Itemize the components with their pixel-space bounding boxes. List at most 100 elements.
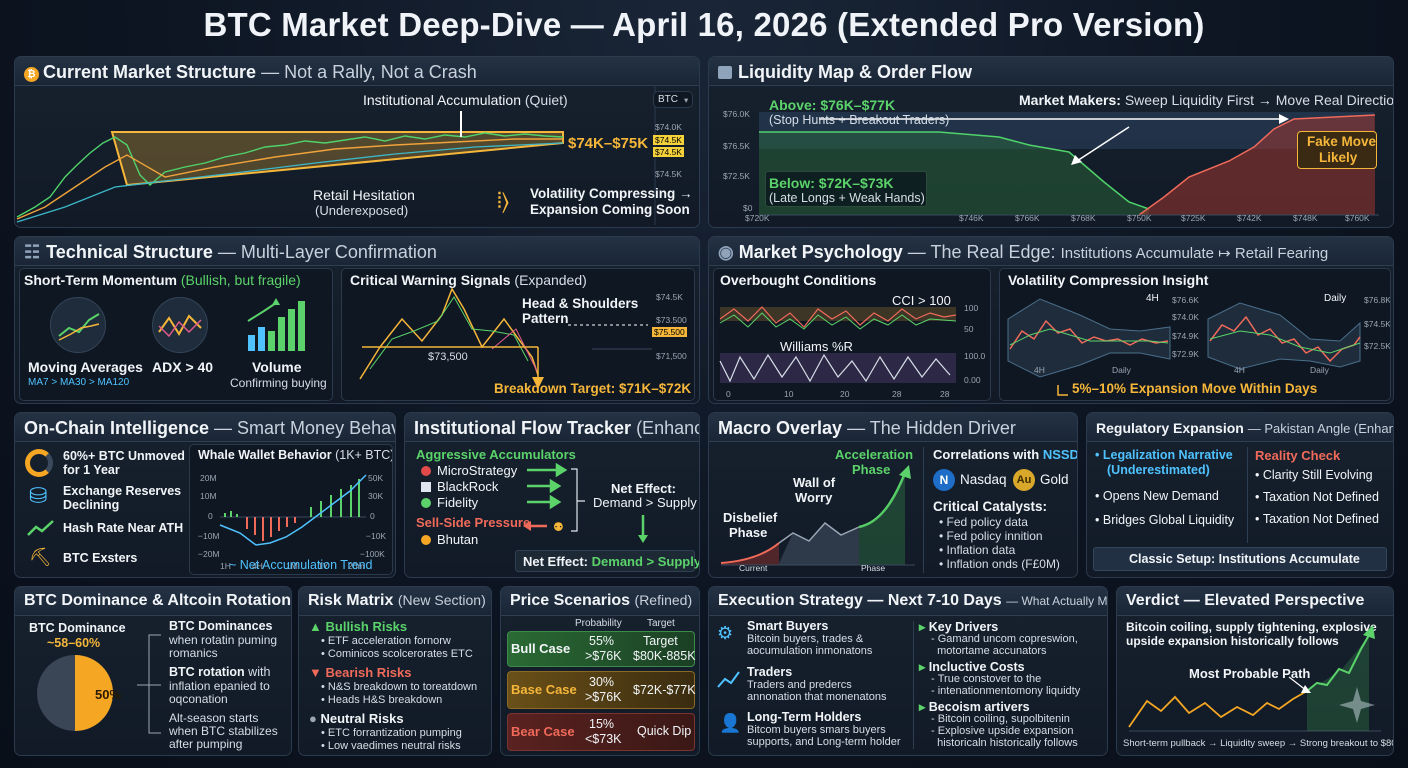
range-label: $74K–$75K [568, 135, 649, 152]
correlations-title: Correlations with NSSD [933, 447, 1077, 462]
panel-technical-structure: ☷ Technical Structure — Multi-Layer Confi… [14, 236, 700, 404]
seller-item: Bhutan [437, 532, 479, 547]
trader-icon [717, 671, 740, 688]
driver-text: historicaln historically follows [931, 737, 1078, 749]
y-tick: $76.0K [723, 109, 750, 119]
left-item: • Bridges Global Liquidity [1095, 513, 1235, 527]
buyer-item: BlackRock [437, 479, 499, 494]
x-tick: 20m [348, 561, 365, 571]
panel-header: ₿ Current Market Structure — Not a Rally,… [15, 57, 699, 86]
axis-tick: 100.0 [964, 351, 986, 361]
neutral-title: ● Neutral Risks [309, 711, 404, 726]
right-item: • Taxation Not Defined [1255, 512, 1379, 526]
liquidity-chart [759, 112, 1379, 216]
risk-item-text: Heads H&S breakdown [327, 694, 443, 706]
axis-tick: $74.5K [656, 292, 683, 302]
y-tick: −100K [360, 549, 385, 559]
y-tick: 20M [200, 473, 217, 483]
case-name: Bull Case [511, 641, 571, 656]
panel-title: On-Chain Intelligence [24, 418, 210, 438]
risk-item: • Heads H&S breakdown [321, 694, 443, 706]
chevron-right-icon: ▸ [919, 700, 926, 714]
axis-tick: $74.5K [653, 147, 684, 157]
rotation-text: romanics [169, 646, 218, 660]
risk-item: • ETC forrantization pumping [321, 727, 462, 739]
nasdaq-label: Nasdaq [960, 472, 1007, 487]
trend-up-icon [27, 520, 54, 536]
y-tick: 0 [208, 511, 213, 521]
warning-sub: (Expanded) [514, 272, 587, 288]
panel-subtitle: — Pakistan Angle (Enhanced) [1247, 421, 1393, 436]
driver-text: - Gamand uncom copreswion, [931, 633, 1078, 645]
driver-heading: ▸ Key Drivers [919, 619, 998, 634]
bear-case-row[interactable] [507, 713, 695, 751]
onchain-item: Declining [63, 498, 120, 512]
panel-header: Verdict — Elevated Perspective [1117, 587, 1393, 616]
panel-header: Macro Overlay — The Hidden Driver [709, 413, 1077, 442]
panel-header: Price Scenarios (Refined) [501, 587, 699, 616]
bull-case-row[interactable] [507, 631, 695, 667]
catalyst-text: Fed policy data [946, 515, 1028, 529]
ticker-select[interactable]: BTC ▾ [653, 91, 693, 108]
risk-item-text: ETC forrantization pumping [327, 727, 462, 739]
panel-title: BTC Dominance & Altcoin Rotation [24, 592, 291, 609]
triangle-down-icon: ▼ [309, 665, 322, 680]
verdict-footer: Short-term pullback → Liquidity sweep → … [1123, 738, 1394, 749]
x-tick: 4H [252, 561, 263, 571]
x-tick: 4H [1034, 365, 1045, 375]
panel-title: Technical Structure [46, 242, 213, 262]
panel-title: Institutional Flow Tracker [414, 418, 632, 438]
driver-heading: ▸ Becoism artivers [919, 699, 1030, 714]
panel-subtitle: — The Real Edge: [907, 242, 1056, 262]
fake-move-line1: Fake Move [1307, 134, 1377, 149]
driver-heading-text: Becoism artivers [928, 700, 1030, 714]
rotation-text: after pumping [169, 737, 243, 751]
bearish-title: ▼ Bearish Risks [309, 665, 412, 680]
rotation-text: when BTC stabilizes [169, 724, 278, 738]
adx-label: ADX > 40 [152, 359, 214, 375]
panel-execution-strategy: Execution Strategy — Next 7-10 Days — Wh… [708, 586, 1108, 756]
driver-heading-text: Key Drivers [928, 620, 999, 634]
x-tick: 28 [940, 389, 950, 399]
x-tick: 10 [784, 389, 794, 399]
panel-header: Institutional Flow Tracker (Enhanced) [405, 413, 699, 442]
below-sub: (Late Longs + Weak Hands) [769, 191, 925, 205]
axis-tick: $76.8K [1364, 295, 1391, 305]
inst-quiet: (Quiet) [524, 92, 568, 108]
axis-tick: 100 [964, 303, 979, 313]
panel-onchain: On-Chain Intelligence — Smart Money Beha… [14, 412, 396, 578]
momentum-box: Short-Term Momentum (Bullish, but fragil… [19, 268, 333, 401]
momentum-title: Short-Term Momentum (Bullish, but fragil… [24, 272, 301, 288]
triangle-up-icon: ▲ [309, 619, 322, 634]
hs-line1: Head & Shoulders [522, 296, 639, 311]
rotation-text: when rotatin puming [169, 633, 278, 647]
y-tick: −10M [198, 531, 220, 541]
volatility-line1: Volatility Compressing → [530, 186, 693, 201]
driver-line: motortame accunators [937, 645, 1047, 657]
panel-subtitle2: Institutions Accumulate ↦ Retail Fearing [1060, 245, 1329, 262]
adx-chart-icon [152, 297, 208, 353]
risk-item-text: Low vaedimes neutral risks [327, 740, 461, 752]
x-tick: $720K [745, 213, 770, 223]
driver-line: True constover to the [937, 673, 1042, 685]
driver-text: - Explosive upside expansion [931, 725, 1074, 737]
panel-title: Regulatory Expansion [1096, 420, 1244, 436]
case-target2: $80K-885K [633, 649, 696, 663]
gold-icon: Au [1013, 469, 1035, 491]
legalization-text: Legalization Narrative [1102, 448, 1233, 462]
x-tick: 20 [840, 389, 850, 399]
panel-liquidity-map: Liquidity Map & Order Flow Market Makers… [708, 56, 1394, 228]
panel-header: BTC Dominance & Altcoin Rotation [15, 587, 291, 616]
strategy-text: Bitcom buyers smars buyers [747, 724, 886, 736]
aggressive-label: Aggressive Accumulators [416, 447, 576, 462]
strategy-heading: Traders [747, 665, 793, 679]
base-case-row[interactable] [507, 671, 695, 709]
risk-item-text: ETF acceleration fornorw [327, 635, 451, 647]
driver-text: motortame accunators [931, 645, 1047, 657]
y-tick: 10M [200, 491, 217, 501]
axis-tick: $74.9K [1172, 331, 1199, 341]
right-item-text: Taxation Not Defined [1262, 490, 1379, 504]
driver-line: Explosive upside expansion [937, 725, 1074, 737]
user-icon: 👤 [719, 713, 742, 733]
